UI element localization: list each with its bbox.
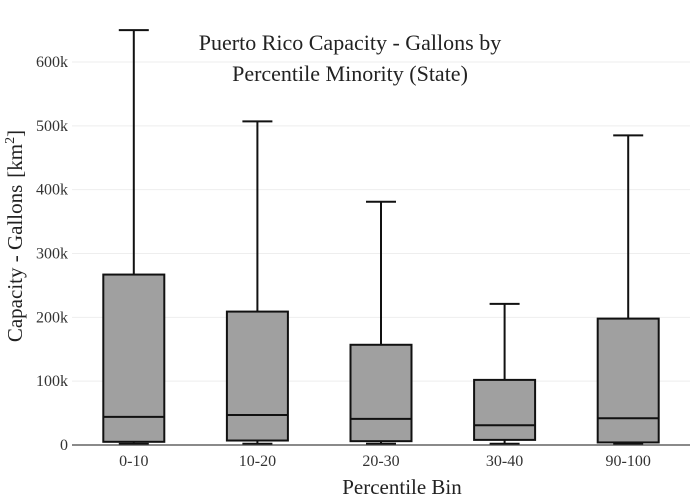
- y-tick-label: 0: [60, 437, 68, 454]
- x-tick-label: 10-20: [239, 453, 276, 470]
- y-axis-title-text: Capacity - Gallons: [3, 185, 27, 342]
- x-tick-label: 30-40: [486, 453, 523, 470]
- y-axis-unit: km: [3, 144, 27, 171]
- y-tick-label: 200k: [36, 309, 68, 326]
- y-tick-label: 100k: [36, 373, 68, 390]
- y-tick-label: 400k: [36, 182, 68, 199]
- y-tick-label: 300k: [36, 246, 68, 263]
- iqr-box: [102, 273, 166, 443]
- chart-title-line-1: Puerto Rico Capacity - Gallons by: [199, 30, 501, 55]
- y-axis-unit-exponent: 2: [3, 137, 18, 144]
- box-20-30: [349, 200, 413, 445]
- y-axis-title: Capacity - Gallons [km2]: [3, 130, 27, 342]
- box-90-100: [596, 134, 660, 445]
- x-tick-label: 90-100: [606, 453, 651, 470]
- iqr-box: [225, 310, 289, 442]
- chart-title-line-2: Percentile Minority (State): [232, 61, 468, 86]
- y-tick-label: 500k: [36, 118, 68, 135]
- boxes: [102, 29, 660, 445]
- iqr-box: [473, 378, 537, 441]
- box-10-20: [225, 120, 289, 445]
- box-0-10: [102, 29, 166, 445]
- x-axis-ticks: 0-10 10-20 20-30 30-40 90-100: [119, 453, 651, 470]
- iqr-box: [596, 317, 660, 444]
- y-axis-unit-close-bracket: ]: [3, 130, 27, 137]
- x-tick-label: 20-30: [362, 453, 399, 470]
- y-tick-label: 600k: [36, 54, 68, 71]
- box-30-40: [473, 302, 537, 445]
- x-tick-label: 0-10: [119, 453, 148, 470]
- y-axis-unit-open-bracket: [: [3, 171, 27, 178]
- iqr-box: [349, 343, 413, 443]
- y-axis-ticks: 0 100k 200k 300k 400k 500k 600k: [36, 54, 68, 454]
- x-axis-title: Percentile Bin: [342, 475, 462, 499]
